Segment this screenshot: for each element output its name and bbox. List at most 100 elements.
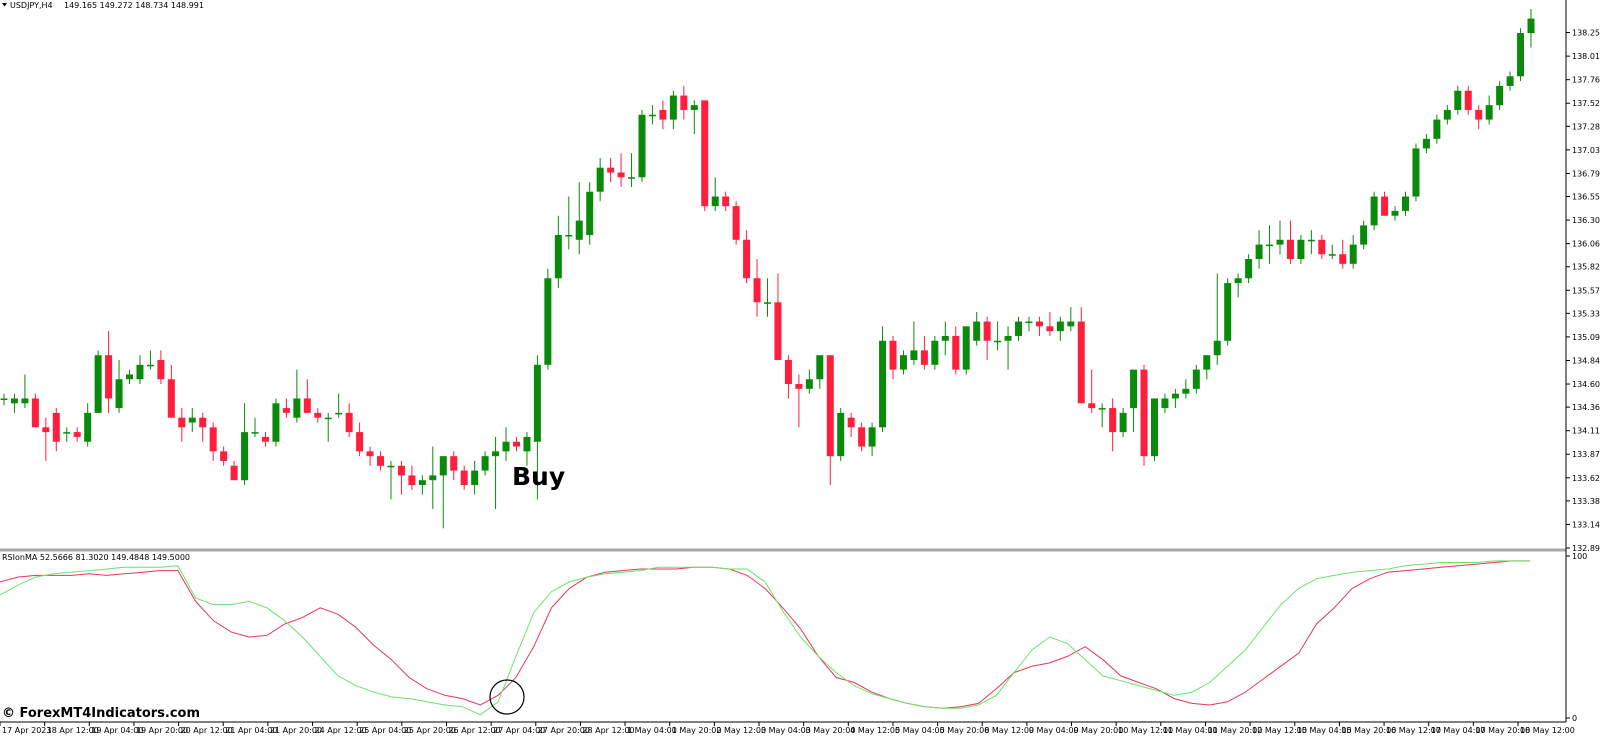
bull-candle <box>1203 355 1211 370</box>
bull-candle <box>21 398 29 404</box>
time-tick-label: 9 May 04:00 <box>1029 726 1079 735</box>
price-tick-label: 135.575 <box>1572 286 1600 295</box>
bull-candle <box>1224 283 1232 341</box>
bull-candle <box>690 105 698 110</box>
bull-candle <box>648 114 656 117</box>
bull-candle <box>764 302 771 304</box>
bull-candle <box>1422 138 1430 149</box>
bear-candle <box>659 109 667 120</box>
bull-candle <box>1025 321 1033 324</box>
time-tick-label: 5 May 20:00 <box>940 726 990 735</box>
bear-candle <box>1088 403 1096 409</box>
bear-candle <box>178 417 186 428</box>
bull-candle <box>136 364 144 380</box>
price-tick-label: 136.305 <box>1572 216 1600 225</box>
time-tick-label: 25 Apr 20:00 <box>404 726 456 735</box>
bull-candle <box>492 451 500 457</box>
candlestick-series <box>0 9 1535 529</box>
bull-candle <box>1527 18 1535 34</box>
bear-candle <box>73 432 81 437</box>
time-tick-label: 12 May 12:00 <box>1252 726 1307 735</box>
price-tick-label: 137.520 <box>1572 99 1600 108</box>
buy-signal-label: Buy <box>512 462 565 491</box>
bull-candle <box>1255 244 1263 260</box>
bear-candle <box>847 417 855 428</box>
price-tick-label: 138.010 <box>1572 52 1600 61</box>
time-tick-label: 4 May 12:00 <box>850 726 900 735</box>
bear-candle <box>261 436 269 442</box>
bull-candle <box>1349 244 1357 264</box>
bear-candle <box>732 206 740 240</box>
bull-candle <box>84 412 92 442</box>
time-tick-label: 15 May 20:00 <box>1341 726 1396 735</box>
bull-candle <box>63 432 71 434</box>
bull-candle <box>575 220 583 240</box>
bull-candle <box>1360 225 1368 245</box>
time-tick-label: 21 Apr 20:00 <box>270 726 322 735</box>
crossover-circle-marker <box>489 679 525 715</box>
time-tick-label: 3 May 20:00 <box>806 726 856 735</box>
bear-candle <box>952 335 960 370</box>
bull-candle <box>1328 254 1336 256</box>
bull-candle <box>126 374 134 380</box>
bull-candle <box>962 326 970 370</box>
bull-candle <box>973 321 981 341</box>
bear-candle <box>314 412 322 418</box>
time-tick-label: 8 May 12:00 <box>984 726 1034 735</box>
price-tick-label: 134.360 <box>1572 403 1600 412</box>
bear-candle <box>722 196 730 207</box>
price-tick-label: 134.845 <box>1572 356 1600 365</box>
bull-candle <box>1276 239 1284 245</box>
bull-candle <box>1171 393 1179 399</box>
time-tick-label: 17 May 04:00 <box>1431 726 1486 735</box>
bear-candle <box>1140 369 1148 457</box>
bull-candle <box>115 379 123 409</box>
bear-candle <box>1381 196 1389 216</box>
bull-candle <box>910 350 918 360</box>
time-tick-label: 17 May 20:00 <box>1475 726 1530 735</box>
bear-candle <box>1318 239 1326 255</box>
indicator-axis: 100 0 <box>1566 552 1587 723</box>
symbol-dropdown-icon[interactable] <box>2 3 7 7</box>
time-tick-label: 25 Apr 04:00 <box>359 726 411 735</box>
bull-candle <box>1297 239 1305 260</box>
price-tick-label: 132.895 <box>1572 544 1600 553</box>
time-tick-label: 16 May 12:00 <box>1386 726 1441 735</box>
bull-candle <box>669 95 677 120</box>
bull-candle <box>523 436 531 452</box>
bear-candle <box>1464 90 1472 110</box>
bull-candle <box>1433 119 1441 139</box>
price-tick-label: 137.035 <box>1572 146 1600 155</box>
bull-candle <box>418 480 426 486</box>
bull-candle <box>816 355 824 380</box>
price-axis: 138.255 138.010 137.765 137.520 137.280 137.0… <box>1566 29 1600 553</box>
bull-candle <box>1506 76 1514 86</box>
bear-candle <box>199 417 207 428</box>
price-tick-label: 137.765 <box>1572 76 1600 85</box>
bear-candle <box>1077 321 1085 404</box>
time-tick-label: 21 Apr 04:00 <box>225 726 277 735</box>
bear-candle <box>1046 326 1054 332</box>
bull-candle <box>387 465 395 468</box>
time-tick-label: 28 Apr 12:00 <box>582 726 634 735</box>
indicator-tick-label: 0 <box>1572 714 1577 723</box>
bull-candle <box>1517 33 1525 77</box>
indicator-header: RSIonMA 52.5666 81.3020 149.4848 149.500… <box>2 553 190 562</box>
indicator-series <box>0 560 1530 716</box>
bear-candle <box>858 427 866 447</box>
time-tick-label: 24 Apr 12:00 <box>315 726 367 735</box>
bull-candle <box>1391 210 1399 216</box>
time-tick-label: 1 May 20:00 <box>672 726 722 735</box>
bull-candle <box>1182 388 1190 394</box>
bull-candle <box>429 475 437 481</box>
time-tick-label: 18 Apr 12:00 <box>47 726 99 735</box>
bull-candle <box>565 234 573 237</box>
time-tick-label: 27 Apr 04:00 <box>493 726 545 735</box>
time-tick-label: 18 May 12:00 <box>1520 726 1575 735</box>
bull-candle <box>1130 369 1138 409</box>
bear-candle <box>983 321 991 341</box>
price-tick-label: 135.090 <box>1572 333 1600 342</box>
bear-candle <box>42 427 50 433</box>
bull-candle <box>251 432 259 434</box>
